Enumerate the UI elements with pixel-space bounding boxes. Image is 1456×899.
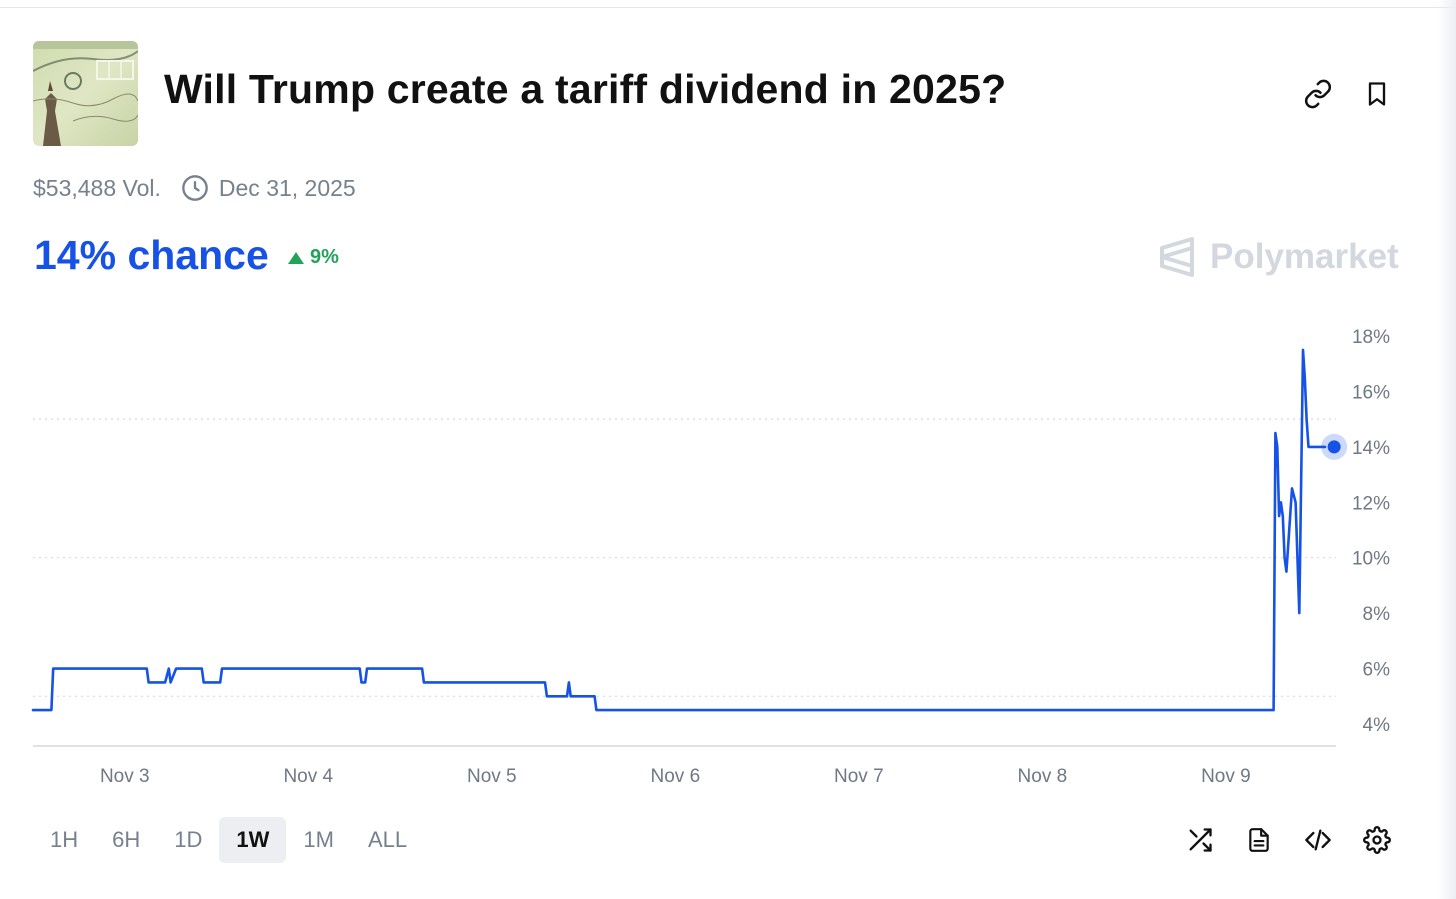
volume-text: $53,488 Vol.: [33, 174, 161, 201]
range-1h[interactable]: 1H: [50, 827, 79, 852]
time-range-selector: 1H 6H 1D 1W 1M ALL: [33, 817, 424, 863]
right-edge-shadow: [1438, 0, 1456, 899]
range-6h[interactable]: 6H: [112, 827, 141, 852]
y-axis-ticks: 18% 16% 14% 12% 10% 8% 6% 4%: [1352, 327, 1390, 736]
price-chart: 18%16%14%12%10%8%6%4% Nov 3 Nov 4 Nov 5 Nov…: [31, 327, 1390, 787]
settings-button[interactable]: [1357, 820, 1397, 860]
bookmark-button[interactable]: [1357, 74, 1397, 114]
y-tick-label: 12%: [1352, 493, 1390, 514]
top-divider: [0, 7, 1456, 8]
embed-button[interactable]: [1298, 820, 1338, 860]
chance-change: 9%: [288, 246, 339, 269]
y-tick-label: 14%: [1352, 438, 1390, 459]
x-tick-label: Nov 8: [1018, 766, 1068, 787]
range-1m[interactable]: 1M: [303, 827, 334, 852]
document-icon: [1249, 828, 1269, 852]
copy-link-button[interactable]: [1298, 74, 1338, 114]
y-tick-label: 16%: [1352, 382, 1390, 403]
current-point[interactable]: [1327, 440, 1341, 454]
shuffle-icon: [1189, 828, 1212, 852]
triangle-up-icon: [288, 251, 304, 264]
market-thumbnail: [33, 41, 138, 146]
x-tick-label: Nov 3: [100, 766, 150, 787]
y-tick-label: 10%: [1352, 549, 1390, 570]
chart-gridlines: [33, 418, 1336, 697]
chance-value: 14% chance: [34, 232, 269, 278]
polymarket-logo-icon: [1160, 237, 1194, 277]
y-tick-label: 6%: [1363, 660, 1391, 681]
y-tick-label: 8%: [1363, 604, 1391, 625]
range-all[interactable]: ALL: [367, 827, 408, 852]
y-tick-label: 18%: [1352, 327, 1390, 348]
rules-button[interactable]: [1239, 820, 1279, 860]
x-axis-ticks: Nov 3 Nov 4 Nov 5 Nov 6 Nov 7 Nov 8 Nov 9: [100, 766, 1251, 787]
gear-icon: [1363, 826, 1391, 854]
brand-name: Polymarket: [1210, 237, 1399, 276]
y-tick-label: 4%: [1363, 715, 1391, 736]
shuffle-button[interactable]: [1180, 820, 1220, 860]
x-tick-label: Nov 6: [651, 766, 701, 787]
change-value: 9%: [310, 246, 339, 268]
code-icon: [1305, 829, 1331, 851]
range-1w[interactable]: 1W: [219, 817, 287, 863]
market-meta: $53,488 Vol. Dec 31, 2025: [33, 174, 356, 202]
bookmark-icon: [1368, 82, 1386, 106]
x-tick-label: Nov 5: [467, 766, 517, 787]
x-tick-label: Nov 4: [283, 766, 333, 787]
x-tick-label: Nov 7: [834, 766, 884, 787]
polymarket-brand: Polymarket: [1158, 236, 1399, 278]
link-icon: [1304, 79, 1332, 109]
x-tick-label: Nov 9: [1201, 766, 1251, 787]
series-line-yes: [31, 348, 1327, 712]
market-title: Will Trump create a tariff dividend in 2…: [164, 66, 1007, 112]
clock-icon: [181, 174, 209, 202]
end-date-text: Dec 31, 2025: [218, 174, 356, 201]
range-1d[interactable]: 1D: [174, 827, 203, 852]
